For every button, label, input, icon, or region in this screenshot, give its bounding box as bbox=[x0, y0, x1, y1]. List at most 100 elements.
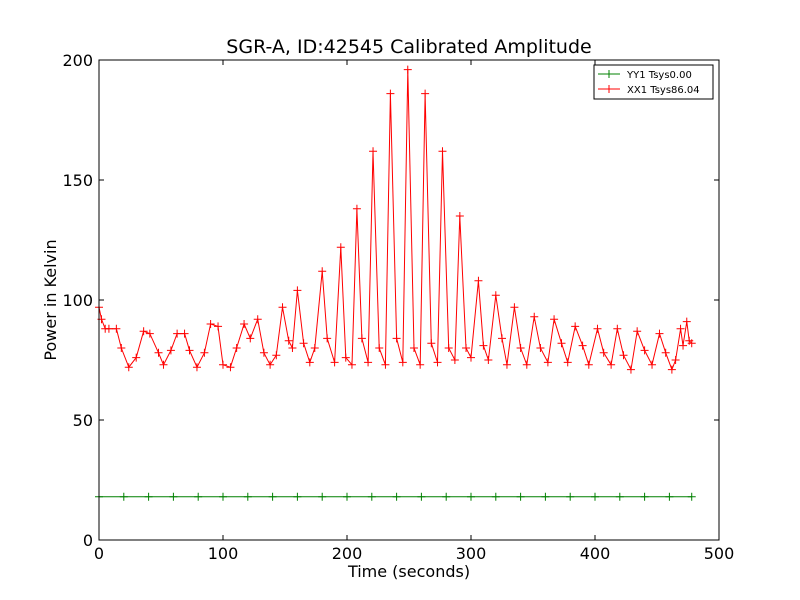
data-point bbox=[341, 353, 350, 362]
data-point bbox=[467, 492, 475, 501]
data-point bbox=[665, 492, 674, 501]
data-point bbox=[671, 356, 680, 364]
data-point bbox=[144, 492, 153, 501]
data-point bbox=[467, 353, 475, 362]
legend-box bbox=[593, 64, 714, 100]
data-point bbox=[169, 492, 178, 501]
data-point bbox=[626, 365, 635, 374]
y-tick-label: 50 bbox=[73, 411, 93, 430]
data-point bbox=[502, 360, 511, 369]
data-point bbox=[145, 329, 154, 338]
data-point bbox=[392, 492, 401, 501]
data-point bbox=[541, 492, 550, 501]
data-point bbox=[288, 344, 297, 352]
data-point bbox=[293, 492, 302, 501]
series-2 bbox=[95, 65, 696, 374]
tick-layer: 0 100 200 300 400 500 0 50 100 150 200 bbox=[62, 51, 734, 563]
data-point bbox=[375, 344, 384, 352]
data-point bbox=[510, 303, 519, 312]
data-point bbox=[180, 329, 189, 338]
data-point bbox=[444, 344, 453, 352]
data-point bbox=[352, 204, 361, 213]
data-point bbox=[619, 351, 628, 360]
data-point bbox=[491, 291, 500, 300]
data-point bbox=[330, 358, 339, 367]
data-point bbox=[284, 336, 293, 345]
data-point bbox=[194, 492, 203, 501]
y-tick-label: 100 bbox=[62, 291, 93, 310]
data-point bbox=[484, 356, 493, 364]
data-point bbox=[347, 360, 356, 369]
data-point bbox=[398, 358, 407, 367]
data-point bbox=[607, 360, 616, 369]
data-point bbox=[192, 363, 201, 372]
data-point bbox=[450, 356, 459, 364]
x-tick-label: 400 bbox=[580, 544, 611, 563]
data-point bbox=[516, 344, 525, 352]
legend-label: XX1 Tsys86.04 bbox=[627, 85, 700, 96]
data-point bbox=[119, 492, 128, 501]
data-point bbox=[442, 492, 451, 501]
data-point bbox=[185, 346, 194, 355]
data-point bbox=[117, 344, 126, 352]
data-point bbox=[633, 327, 642, 336]
data-point bbox=[318, 492, 327, 501]
x-tick-label: 200 bbox=[332, 544, 363, 563]
data-point bbox=[536, 344, 545, 352]
data-point bbox=[310, 344, 319, 352]
data-point bbox=[268, 492, 277, 501]
legend-marker bbox=[605, 70, 613, 78]
y-axis-label: Power in Kelvin bbox=[41, 239, 60, 360]
data-point bbox=[386, 89, 395, 98]
data-point bbox=[591, 492, 599, 501]
data-point bbox=[299, 339, 308, 348]
data-point bbox=[498, 334, 506, 343]
data-point bbox=[667, 365, 676, 374]
data-point bbox=[246, 334, 255, 343]
data-point bbox=[278, 303, 287, 312]
data-point bbox=[214, 322, 223, 331]
data-point bbox=[455, 212, 464, 220]
data-point bbox=[219, 492, 227, 501]
data-point bbox=[687, 339, 696, 348]
data-point bbox=[462, 344, 471, 352]
data-point bbox=[226, 363, 235, 372]
data-point bbox=[433, 358, 442, 367]
data-point bbox=[232, 344, 241, 352]
data-point bbox=[154, 348, 163, 357]
data-point bbox=[367, 492, 376, 501]
data-point bbox=[530, 312, 539, 321]
data-point bbox=[543, 358, 552, 367]
legend: YY1 Tsys0.00 XX1 Tsys86.04 bbox=[593, 64, 714, 100]
data-point bbox=[563, 358, 572, 367]
data-point bbox=[550, 315, 559, 324]
data-point bbox=[648, 360, 657, 369]
data-point bbox=[253, 315, 262, 324]
x-tick-label: 100 bbox=[208, 544, 239, 563]
data-point bbox=[240, 320, 249, 328]
data-point bbox=[640, 492, 649, 501]
data-point bbox=[293, 286, 302, 295]
data-point bbox=[305, 358, 314, 367]
data-point bbox=[593, 324, 602, 333]
x-tick-label: 500 bbox=[704, 544, 735, 563]
data-point bbox=[417, 492, 426, 501]
legend-marker bbox=[605, 85, 613, 93]
data-point bbox=[259, 348, 268, 357]
data-point bbox=[381, 360, 390, 369]
y-tick-label: 200 bbox=[62, 51, 93, 70]
data-point bbox=[166, 346, 175, 355]
data-point bbox=[112, 324, 121, 333]
data-point bbox=[104, 324, 113, 333]
data-point bbox=[336, 243, 345, 252]
x-tick-label: 300 bbox=[456, 544, 487, 563]
series-layer bbox=[95, 65, 696, 501]
data-point bbox=[272, 351, 281, 360]
data-point bbox=[655, 329, 664, 338]
data-point bbox=[318, 267, 327, 276]
legend-entries: YY1 Tsys0.00 XX1 Tsys86.04 bbox=[598, 70, 700, 96]
data-point bbox=[416, 360, 425, 369]
data-point bbox=[323, 334, 332, 343]
